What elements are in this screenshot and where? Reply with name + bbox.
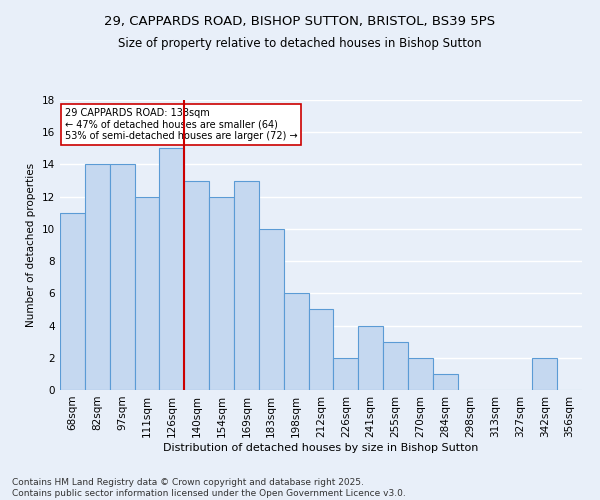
Bar [184, 180, 209, 390]
Bar [308, 310, 334, 390]
X-axis label: Distribution of detached houses by size in Bishop Sutton: Distribution of detached houses by size … [163, 442, 479, 452]
Text: Contains HM Land Registry data © Crown copyright and database right 2025.
Contai: Contains HM Land Registry data © Crown c… [12, 478, 406, 498]
Bar [383, 342, 408, 390]
Bar [234, 180, 259, 390]
Bar [60, 213, 85, 390]
Bar [433, 374, 458, 390]
Text: 29, CAPPARDS ROAD, BISHOP SUTTON, BRISTOL, BS39 5PS: 29, CAPPARDS ROAD, BISHOP SUTTON, BRISTO… [104, 15, 496, 28]
Bar [85, 164, 110, 390]
Bar [259, 229, 284, 390]
Bar [110, 164, 134, 390]
Bar [160, 148, 184, 390]
Bar [358, 326, 383, 390]
Bar [532, 358, 557, 390]
Bar [134, 196, 160, 390]
Bar [334, 358, 358, 390]
Text: 29 CAPPARDS ROAD: 138sqm
← 47% of detached houses are smaller (64)
53% of semi-d: 29 CAPPARDS ROAD: 138sqm ← 47% of detach… [65, 108, 298, 142]
Bar [209, 196, 234, 390]
Bar [284, 294, 308, 390]
Text: Size of property relative to detached houses in Bishop Sutton: Size of property relative to detached ho… [118, 38, 482, 51]
Y-axis label: Number of detached properties: Number of detached properties [26, 163, 37, 327]
Bar [408, 358, 433, 390]
